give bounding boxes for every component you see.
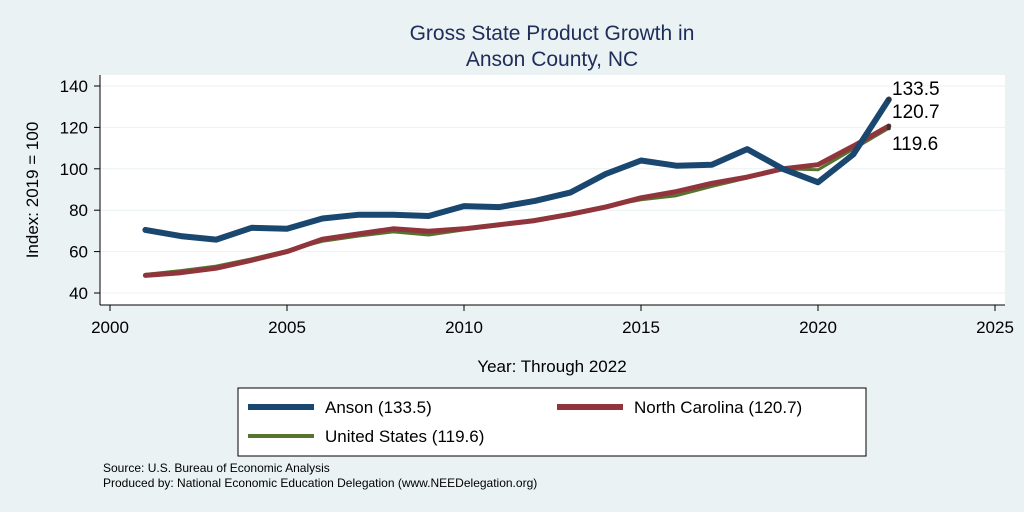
x-tick-label: 2000: [91, 318, 129, 337]
x-tick-label: 2020: [799, 318, 837, 337]
x-tick-label: 2015: [622, 318, 660, 337]
chart-subtitle: Anson County, NC: [466, 48, 638, 71]
produced-note: Produced by: National Economic Education…: [103, 476, 537, 490]
grid-lines: [100, 85, 1005, 294]
series-line-anson: [142, 96, 892, 243]
x-tick-label: 2010: [445, 318, 483, 337]
chart-title: Gross State Product Growth in: [410, 22, 695, 45]
series-lines: [142, 96, 892, 278]
legend-label: United States (119.6): [325, 427, 484, 446]
x-tick-label: 2005: [268, 318, 306, 337]
end-value-label: 120.7: [892, 102, 940, 123]
legend: Anson (133.5) North Carolina (120.7) Unite…: [248, 398, 802, 446]
x-tick-label: 2025: [976, 318, 1014, 337]
legend-label: Anson (133.5): [325, 398, 432, 417]
end-point: [886, 126, 891, 131]
y-tick-label: 80: [69, 201, 88, 220]
source-note: Source: U.S. Bureau of Economic Analysis: [103, 461, 330, 475]
axes: 40 60 80 100 120 140 2000 2005 2010 2015 2020 2025: [60, 75, 1014, 337]
y-tick-label: 140: [60, 77, 88, 96]
y-tick-label: 120: [60, 118, 88, 137]
y-tick-label: 40: [69, 284, 88, 303]
y-tick-label: 100: [60, 160, 88, 179]
legend-box: [237, 387, 867, 457]
end-value-label: 133.5: [892, 79, 940, 100]
y-axis-label: Index: 2019 = 100: [23, 122, 42, 259]
end-point: [886, 97, 891, 102]
legend-label: North Carolina (120.7): [634, 398, 802, 417]
end-value-label: 119.6: [892, 134, 938, 155]
y-tick-label: 60: [69, 243, 88, 262]
series-line-north-carolina: [142, 123, 892, 278]
x-axis-label: Year: Through 2022: [477, 357, 626, 376]
plot-area: [100, 75, 1005, 305]
